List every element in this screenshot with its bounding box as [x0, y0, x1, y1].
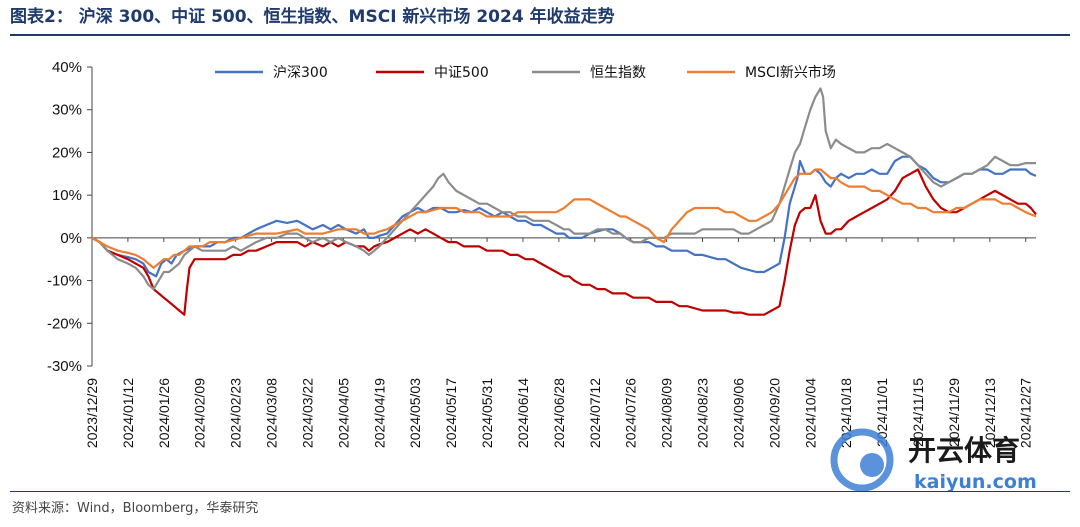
y-tick-label: 0% — [60, 230, 82, 247]
x-tick-label: 2024/12/13 — [982, 378, 998, 448]
legend-item-2: 恒生指数 — [532, 65, 646, 81]
legend-label: 中证500 — [434, 65, 489, 81]
x-tick-label: 2024/09/20 — [766, 378, 782, 448]
x-tick-label: 2024/07/26 — [623, 378, 639, 448]
x-tick-label: 2024/03/22 — [299, 378, 315, 448]
source-note: 资料来源：Wind，Bloomberg，华泰研究 — [12, 501, 259, 516]
x-tick-label: 2024/05/31 — [479, 378, 495, 448]
y-tick-label: 30% — [52, 102, 82, 119]
series-line-1 — [91, 168, 1037, 316]
x-tick-label: 2024/03/08 — [264, 378, 280, 448]
y-tick-label: 20% — [52, 144, 82, 161]
x-tick-label: 2024/07/12 — [587, 378, 603, 448]
y-tick-label: -20% — [47, 315, 82, 332]
series-line-3 — [91, 168, 1037, 269]
series-layer — [91, 87, 1037, 316]
y-tick-label: 10% — [52, 187, 82, 204]
footer-rule — [10, 491, 1070, 492]
x-tick-label: 2024/01/12 — [120, 378, 136, 448]
x-tick-label: 2024/08/09 — [659, 378, 675, 448]
watermark-brand: 开云体育 — [908, 434, 1020, 467]
x-tick-label: 2024/12/27 — [1018, 378, 1034, 448]
x-tick-label: 2024/01/26 — [156, 378, 172, 448]
legend-item-1: 中证500 — [376, 65, 489, 81]
legend: 沪深300 中证500 恒生指数 MSCI新兴市场 — [215, 64, 836, 81]
watermark-ball-icon — [830, 428, 894, 491]
x-tick-label: 2024/02/09 — [192, 378, 208, 448]
watermark: 开云体育 kaiyun.com — [830, 428, 1037, 491]
x-tick-label: 2024/08/23 — [695, 378, 711, 448]
x-tick-label: 2024/10/18 — [838, 378, 854, 448]
series-line-0 — [91, 155, 1037, 278]
figure-title: 图表2： 沪深 300、中证 500、恒生指数、MSCI 新兴市场 2024 年… — [10, 7, 615, 27]
x-axis-ticks: 2023/12/29 2024/01/12 2024/01/26 2024/02/09… — [84, 237, 1034, 448]
watermark-ball-core — [860, 453, 884, 477]
legend-item-3: MSCI新兴市场 — [687, 64, 836, 81]
x-tick-label: 2024/11/29 — [946, 378, 962, 447]
series-line-2 — [91, 87, 1036, 291]
x-tick-label: 2024/05/17 — [443, 378, 459, 448]
x-tick-label: 2024/06/28 — [551, 378, 567, 448]
legend-label: 恒生指数 — [590, 65, 646, 81]
x-tick-label: 2024/04/05 — [335, 378, 351, 448]
title-rule — [10, 34, 1070, 36]
legend-label: 沪深300 — [273, 65, 328, 81]
y-tick-label: -30% — [47, 358, 82, 375]
x-tick-label: 2024/09/06 — [730, 378, 746, 448]
axes — [91, 67, 1036, 366]
x-tick-label: 2024/11/01 — [874, 378, 890, 447]
x-tick-label: 2024/04/19 — [371, 378, 387, 448]
x-tick-label: 2024/02/23 — [228, 378, 244, 448]
x-tick-label: 2024/10/04 — [802, 378, 818, 448]
x-tick-label: 2023/12/29 — [84, 378, 100, 448]
legend-label: MSCI新兴市场 — [745, 64, 836, 81]
x-tick-label: 2024/06/14 — [515, 378, 531, 448]
y-tick-label: 40% — [52, 59, 82, 76]
x-tick-label: 2024/05/03 — [407, 378, 423, 448]
x-tick-label: 2024/11/15 — [910, 378, 926, 447]
line-chart: 40%30%20%10%0%-10%-20%-30% 2023/12/29 202… — [47, 59, 1037, 491]
watermark-domain: kaiyun.com — [914, 471, 1037, 491]
y-tick-label: -10% — [47, 273, 82, 290]
y-axis-ticks: 40% 30% 20% 10% 0% -10% -20% -30% — [47, 59, 92, 375]
legend-item-0: 沪深300 — [215, 65, 328, 81]
